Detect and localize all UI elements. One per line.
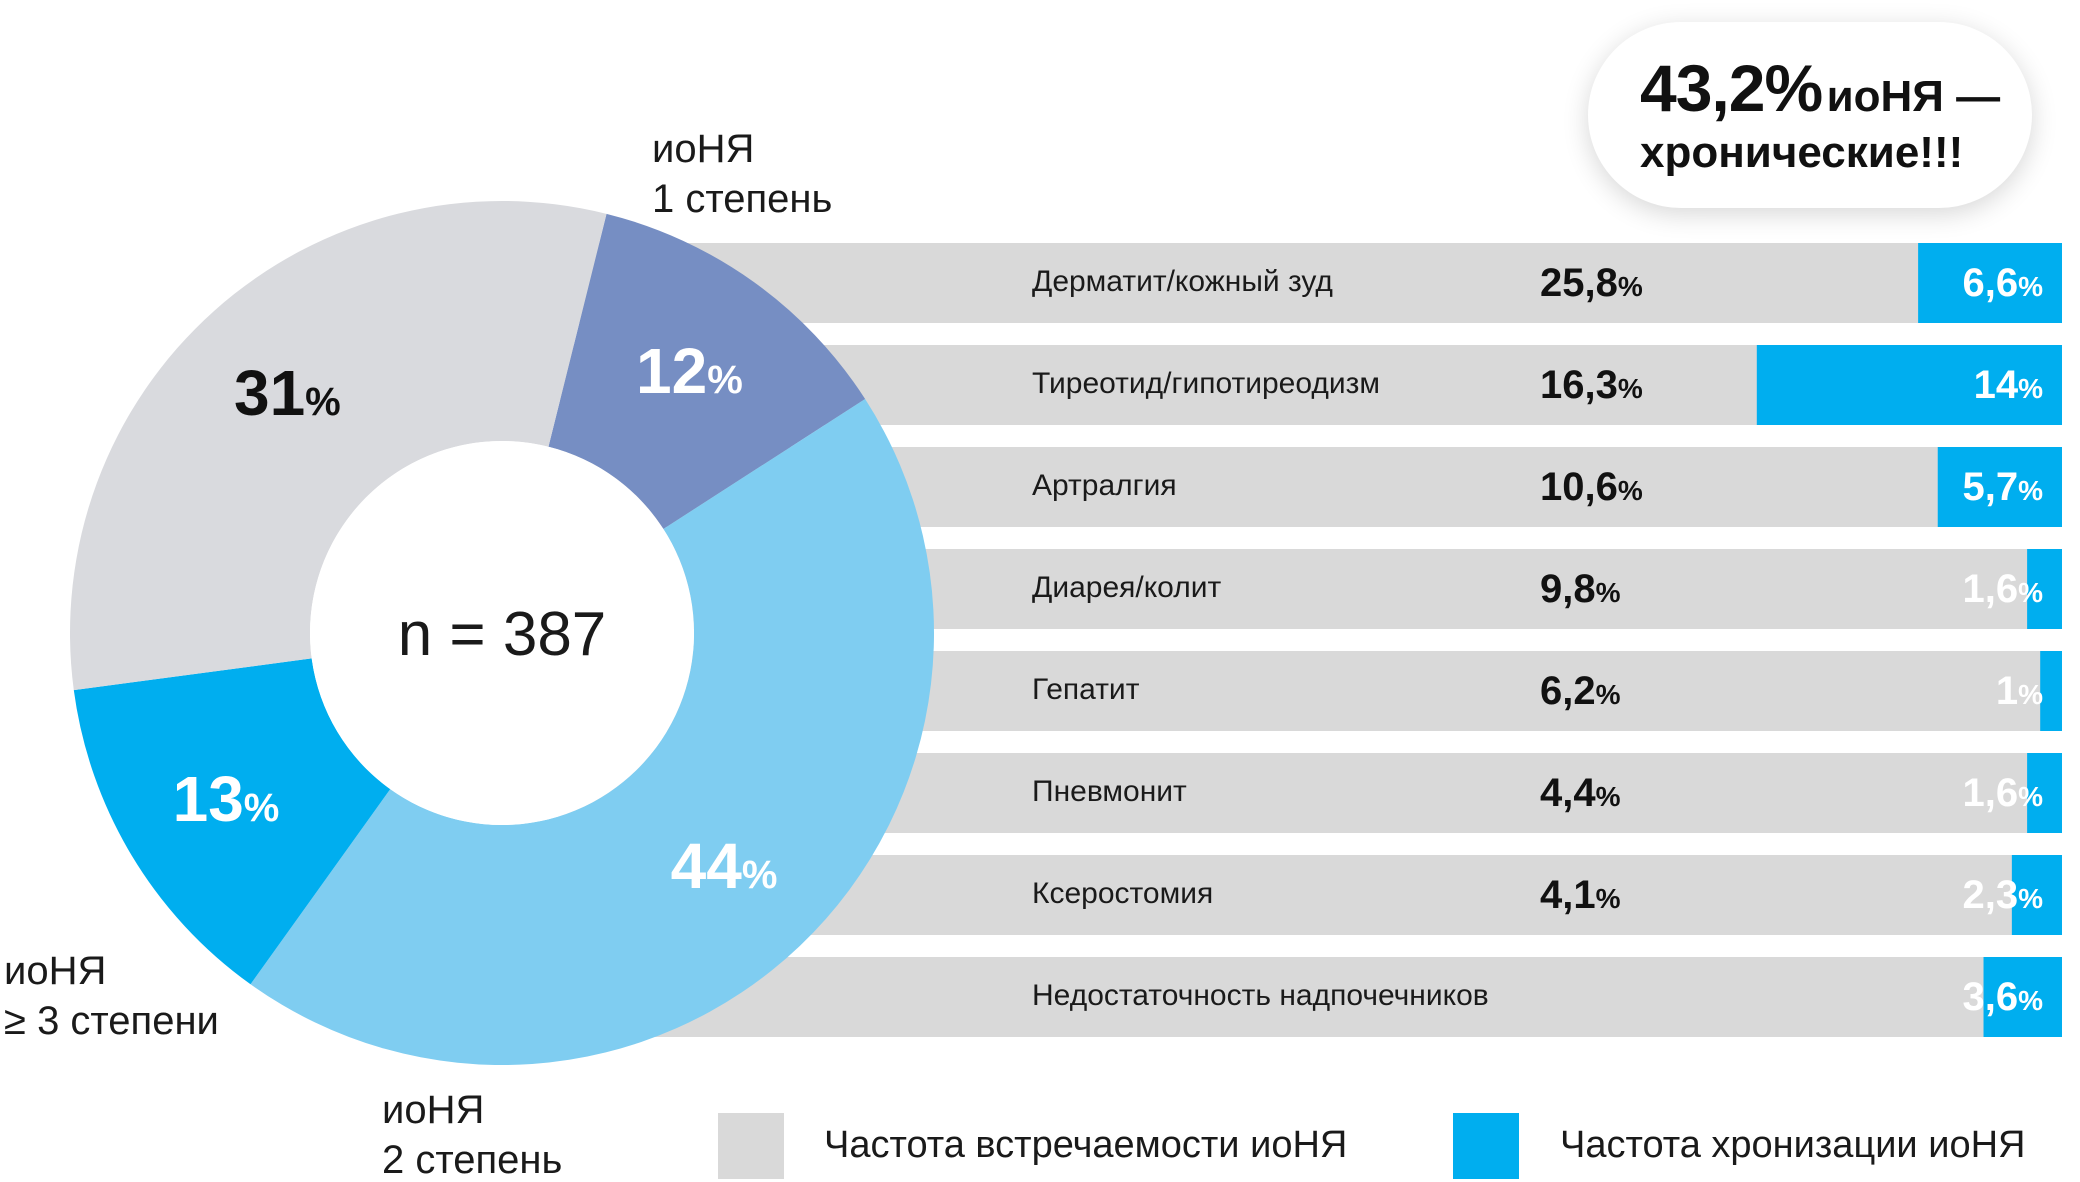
bar-incidence-1 [560,243,2062,323]
bar-incidence-value-1: 25,8% [1540,261,1643,305]
bar-category-label-4: Диарея/колит [1032,571,1221,604]
bar-chronic-value-1: 6,6% [1962,261,2043,305]
bar-chronic-value-7: 2,3% [1962,873,2043,917]
bar-category-label-5: Гепатит [1032,673,1140,706]
bar-incidence-8 [560,957,2062,1037]
callout-text-line1: иоНЯ — [1826,72,2001,121]
donut-slice-31 [70,200,607,691]
bar-category-label-2: Тиреотид/гипотиреодизм [1032,367,1380,400]
chronic-callout: 43,2% иоНЯ — хронические!!! [1588,22,2032,208]
bar-incidence-value-7: 4,1% [1540,873,1621,917]
bar-chronic-value-4: 1,6% [1962,567,2043,611]
callout-line1: 43,2% иоНЯ — [1640,50,2000,126]
donut-slice-value-13: 13% [173,763,280,835]
callout-value: 43,2% [1640,51,1823,125]
donut-slice-value-44: 44% [671,830,778,902]
callout-text-line2: хронические!!! [1640,128,1964,177]
bar-incidence-value-2: 16,3% [1540,363,1643,407]
bar-chronic-5 [2040,651,2062,731]
donut-slice-value-12: 12% [636,335,743,407]
bar-category-label-3: Артралгия [1032,469,1177,502]
bar-chronic-1 [1918,243,2062,323]
bar-chronic-3 [1937,447,2062,527]
bar-chronic-value-8: 3,6% [1962,975,2043,1019]
bar-incidence-value-5: 6,2% [1540,669,1621,713]
bar-category-label-6: Пневмонит [1032,775,1187,808]
donut-slice-13 [73,658,391,985]
bar-incidence-value-6: 4,4% [1540,771,1621,815]
donut-slice-label-ионя-2-степень: иоНЯ 2 степень [382,1088,562,1182]
bar-chronic-6 [2027,753,2062,833]
donut-slice-44 [250,398,934,1065]
donut-hole [310,441,694,825]
bar-chronic-8 [1983,957,2062,1037]
bar-incidence-value-3: 10,6% [1540,465,1643,509]
bar-chronic-4 [2027,549,2062,629]
donut-slice-label-ионя-1-степень: иоНЯ 1 степень [652,127,832,221]
legend-label-chronic: Частота хронизации иоНЯ [1560,1124,2026,1166]
bar-chronic-7 [2011,855,2062,935]
bar-incidence-value-4: 9,8% [1540,567,1621,611]
legend-label-incidence: Частота встречаемости иоНЯ [824,1124,1348,1166]
legend-swatch-incidence [718,1113,784,1179]
bar-chronic-value-5: 1% [1996,669,2043,713]
bar-chronic-value-2: 14% [1974,363,2044,407]
legend-swatch-chronic [1453,1113,1519,1179]
bar-chronic-value-6: 1,6% [1962,771,2043,815]
bar-chronic-value-3: 5,7% [1962,465,2043,509]
donut-slice-value-31: 31% [234,357,341,429]
bar-chronic-2 [1756,345,2062,425]
donut-chart: 12% иоНЯ 1 степень 44% иоНЯ 2 степень 13% иоНЯ ≥… [4,127,934,1182]
donut-slice-label-ионя-3-степени: иоНЯ ≥ 3 степени [4,949,219,1043]
donut-center-label: n = 387 [398,600,607,669]
donut-slice-12 [548,213,866,529]
bar-category-label-1: Дерматит/кожный зуд [1032,265,1333,298]
bar-category-label-7: Ксеростомия [1032,877,1213,910]
bar-category-label-8: Недостаточность надпочечников [1032,979,1489,1012]
